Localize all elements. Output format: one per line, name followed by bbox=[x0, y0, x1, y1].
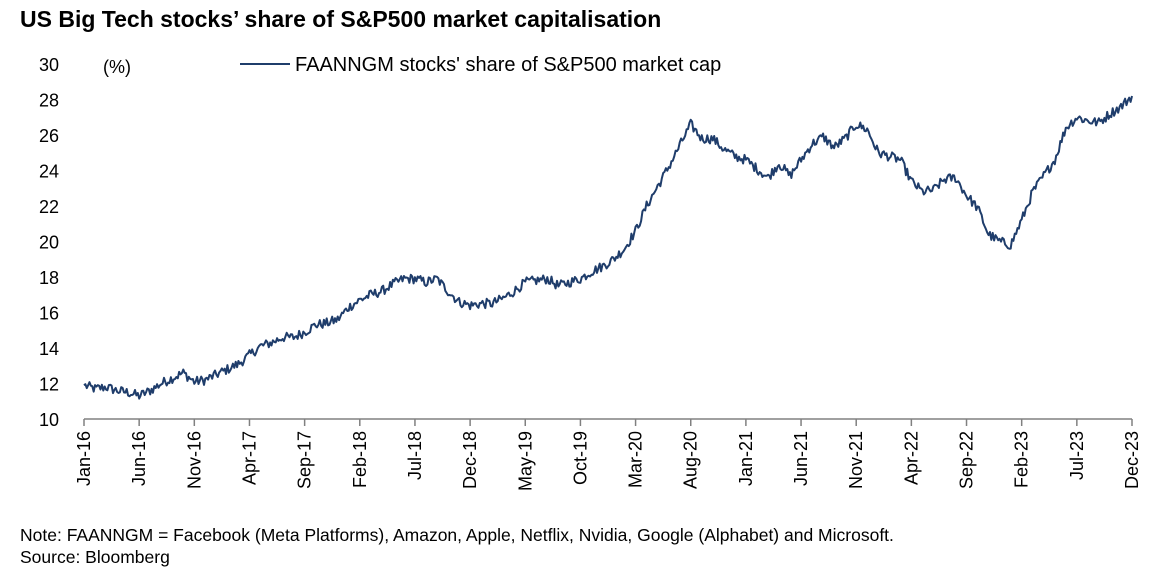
source-text: Source: Bloomberg bbox=[20, 547, 170, 567]
series-line-faanngm bbox=[83, 95, 1133, 400]
x-tick-label: Jul-23 bbox=[1067, 431, 1087, 480]
y-tick-label: 18 bbox=[39, 268, 59, 288]
y-tick-label: 12 bbox=[39, 375, 59, 395]
x-tick-label: Oct-19 bbox=[570, 431, 590, 485]
x-tick-label: Dec-18 bbox=[460, 431, 480, 489]
x-tick-label: Jun-16 bbox=[129, 431, 149, 486]
legend: FAANNGM stocks' share of S&P500 market c… bbox=[240, 54, 721, 76]
y-tick-label: 30 bbox=[39, 55, 59, 75]
x-tick-label: Nov-21 bbox=[846, 431, 866, 489]
chart-title: US Big Tech stocks’ share of S&P500 mark… bbox=[20, 6, 662, 32]
y-tick-label: 22 bbox=[39, 197, 59, 217]
x-tick-label: Feb-18 bbox=[350, 431, 370, 488]
x-tick-label: Mar-20 bbox=[626, 431, 646, 488]
x-tick-label: Nov-16 bbox=[184, 431, 204, 489]
x-tick-label: Jan-21 bbox=[736, 431, 756, 486]
y-tick-label: 28 bbox=[39, 91, 59, 111]
y-tick-label: 26 bbox=[39, 126, 59, 146]
x-tick-label: May-19 bbox=[515, 431, 535, 491]
x-tick-label: Aug-20 bbox=[681, 431, 701, 489]
y-tick-label: 14 bbox=[39, 339, 59, 359]
x-tick-label: Sep-17 bbox=[295, 431, 315, 489]
y-tick-label: 24 bbox=[39, 162, 59, 182]
chart: 10 12 14 16 18 20 22 24 26 28 30 (%) FAANNGM stock… bbox=[39, 54, 1142, 491]
x-tick-label: Apr-22 bbox=[901, 431, 921, 485]
x-tick-label: Jan-16 bbox=[74, 431, 94, 486]
x-tick-label: Dec-23 bbox=[1122, 431, 1142, 489]
y-tick-label: 10 bbox=[39, 410, 59, 430]
x-tick-label: Apr-17 bbox=[239, 431, 259, 485]
x-axis-ticks: Jan-16 Jun-16 Nov-16 Apr-17 Sep-17 Feb-18 Jul-… bbox=[74, 419, 1142, 491]
y-axis-unit: (%) bbox=[103, 57, 131, 77]
note-text: Note: FAANNGM = Facebook (Meta Platforms… bbox=[20, 525, 894, 545]
y-tick-label: 20 bbox=[39, 233, 59, 253]
y-tick-label: 16 bbox=[39, 304, 59, 324]
x-tick-label: Jul-18 bbox=[405, 431, 425, 480]
legend-label: FAANNGM stocks' share of S&P500 market c… bbox=[295, 54, 721, 76]
footnotes: Note: FAANNGM = Facebook (Meta Platforms… bbox=[20, 524, 894, 568]
x-tick-label: Feb-23 bbox=[1012, 431, 1032, 488]
y-axis-ticks: 10 12 14 16 18 20 22 24 26 28 30 bbox=[39, 55, 59, 430]
x-tick-label: Sep-22 bbox=[957, 431, 977, 489]
x-tick-label: Jun-21 bbox=[791, 431, 811, 486]
